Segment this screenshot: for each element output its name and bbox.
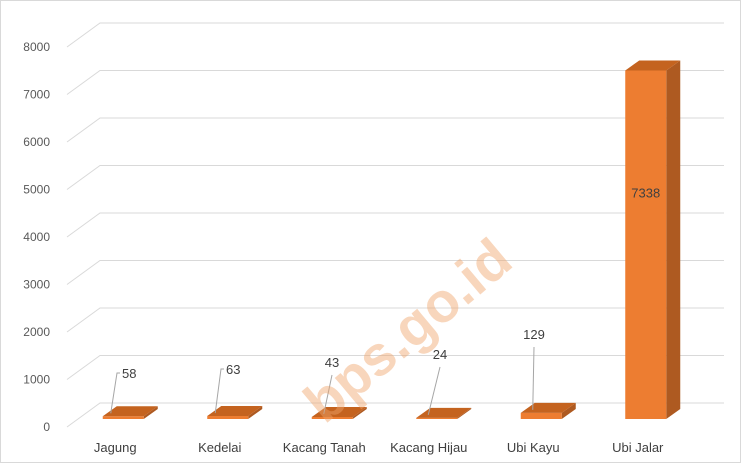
bar-front (625, 70, 666, 419)
bar-front (207, 416, 248, 419)
x-tick-label: Kedelai (198, 440, 241, 455)
y-tick-label: 3000 (23, 278, 50, 292)
data-label: 58 (122, 366, 136, 381)
bar-front (103, 416, 144, 419)
x-tick-label: Ubi Kayu (507, 440, 560, 455)
y-tick-label: 8000 (23, 40, 50, 54)
y-tick-label: 1000 (23, 373, 50, 387)
bar-front (521, 413, 562, 419)
x-tick-label: Kacang Hijau (390, 440, 467, 455)
y-tick-label: 5000 (23, 183, 50, 197)
bar-front (416, 418, 457, 419)
x-tick-label: Ubi Jalar (612, 440, 664, 455)
y-tick-label: 7000 (23, 88, 50, 102)
y-tick-label: 6000 (23, 135, 50, 149)
bar-side (666, 60, 680, 419)
y-tick-label: 4000 (23, 230, 50, 244)
y-tick-label: 0 (43, 420, 50, 434)
data-label: 7338 (631, 185, 660, 200)
data-label: 63 (226, 362, 240, 377)
y-tick-label: 2000 (23, 325, 50, 339)
data-label: 129 (523, 327, 545, 342)
x-tick-label: Kacang Tanah (283, 440, 366, 455)
x-tick-label: Jagung (94, 440, 137, 455)
y-axis-ticks: 0 1000 2000 3000 4000 5000 6000 7000 8000 (23, 40, 50, 434)
data-label: 24 (433, 347, 447, 362)
bar (625, 60, 680, 419)
